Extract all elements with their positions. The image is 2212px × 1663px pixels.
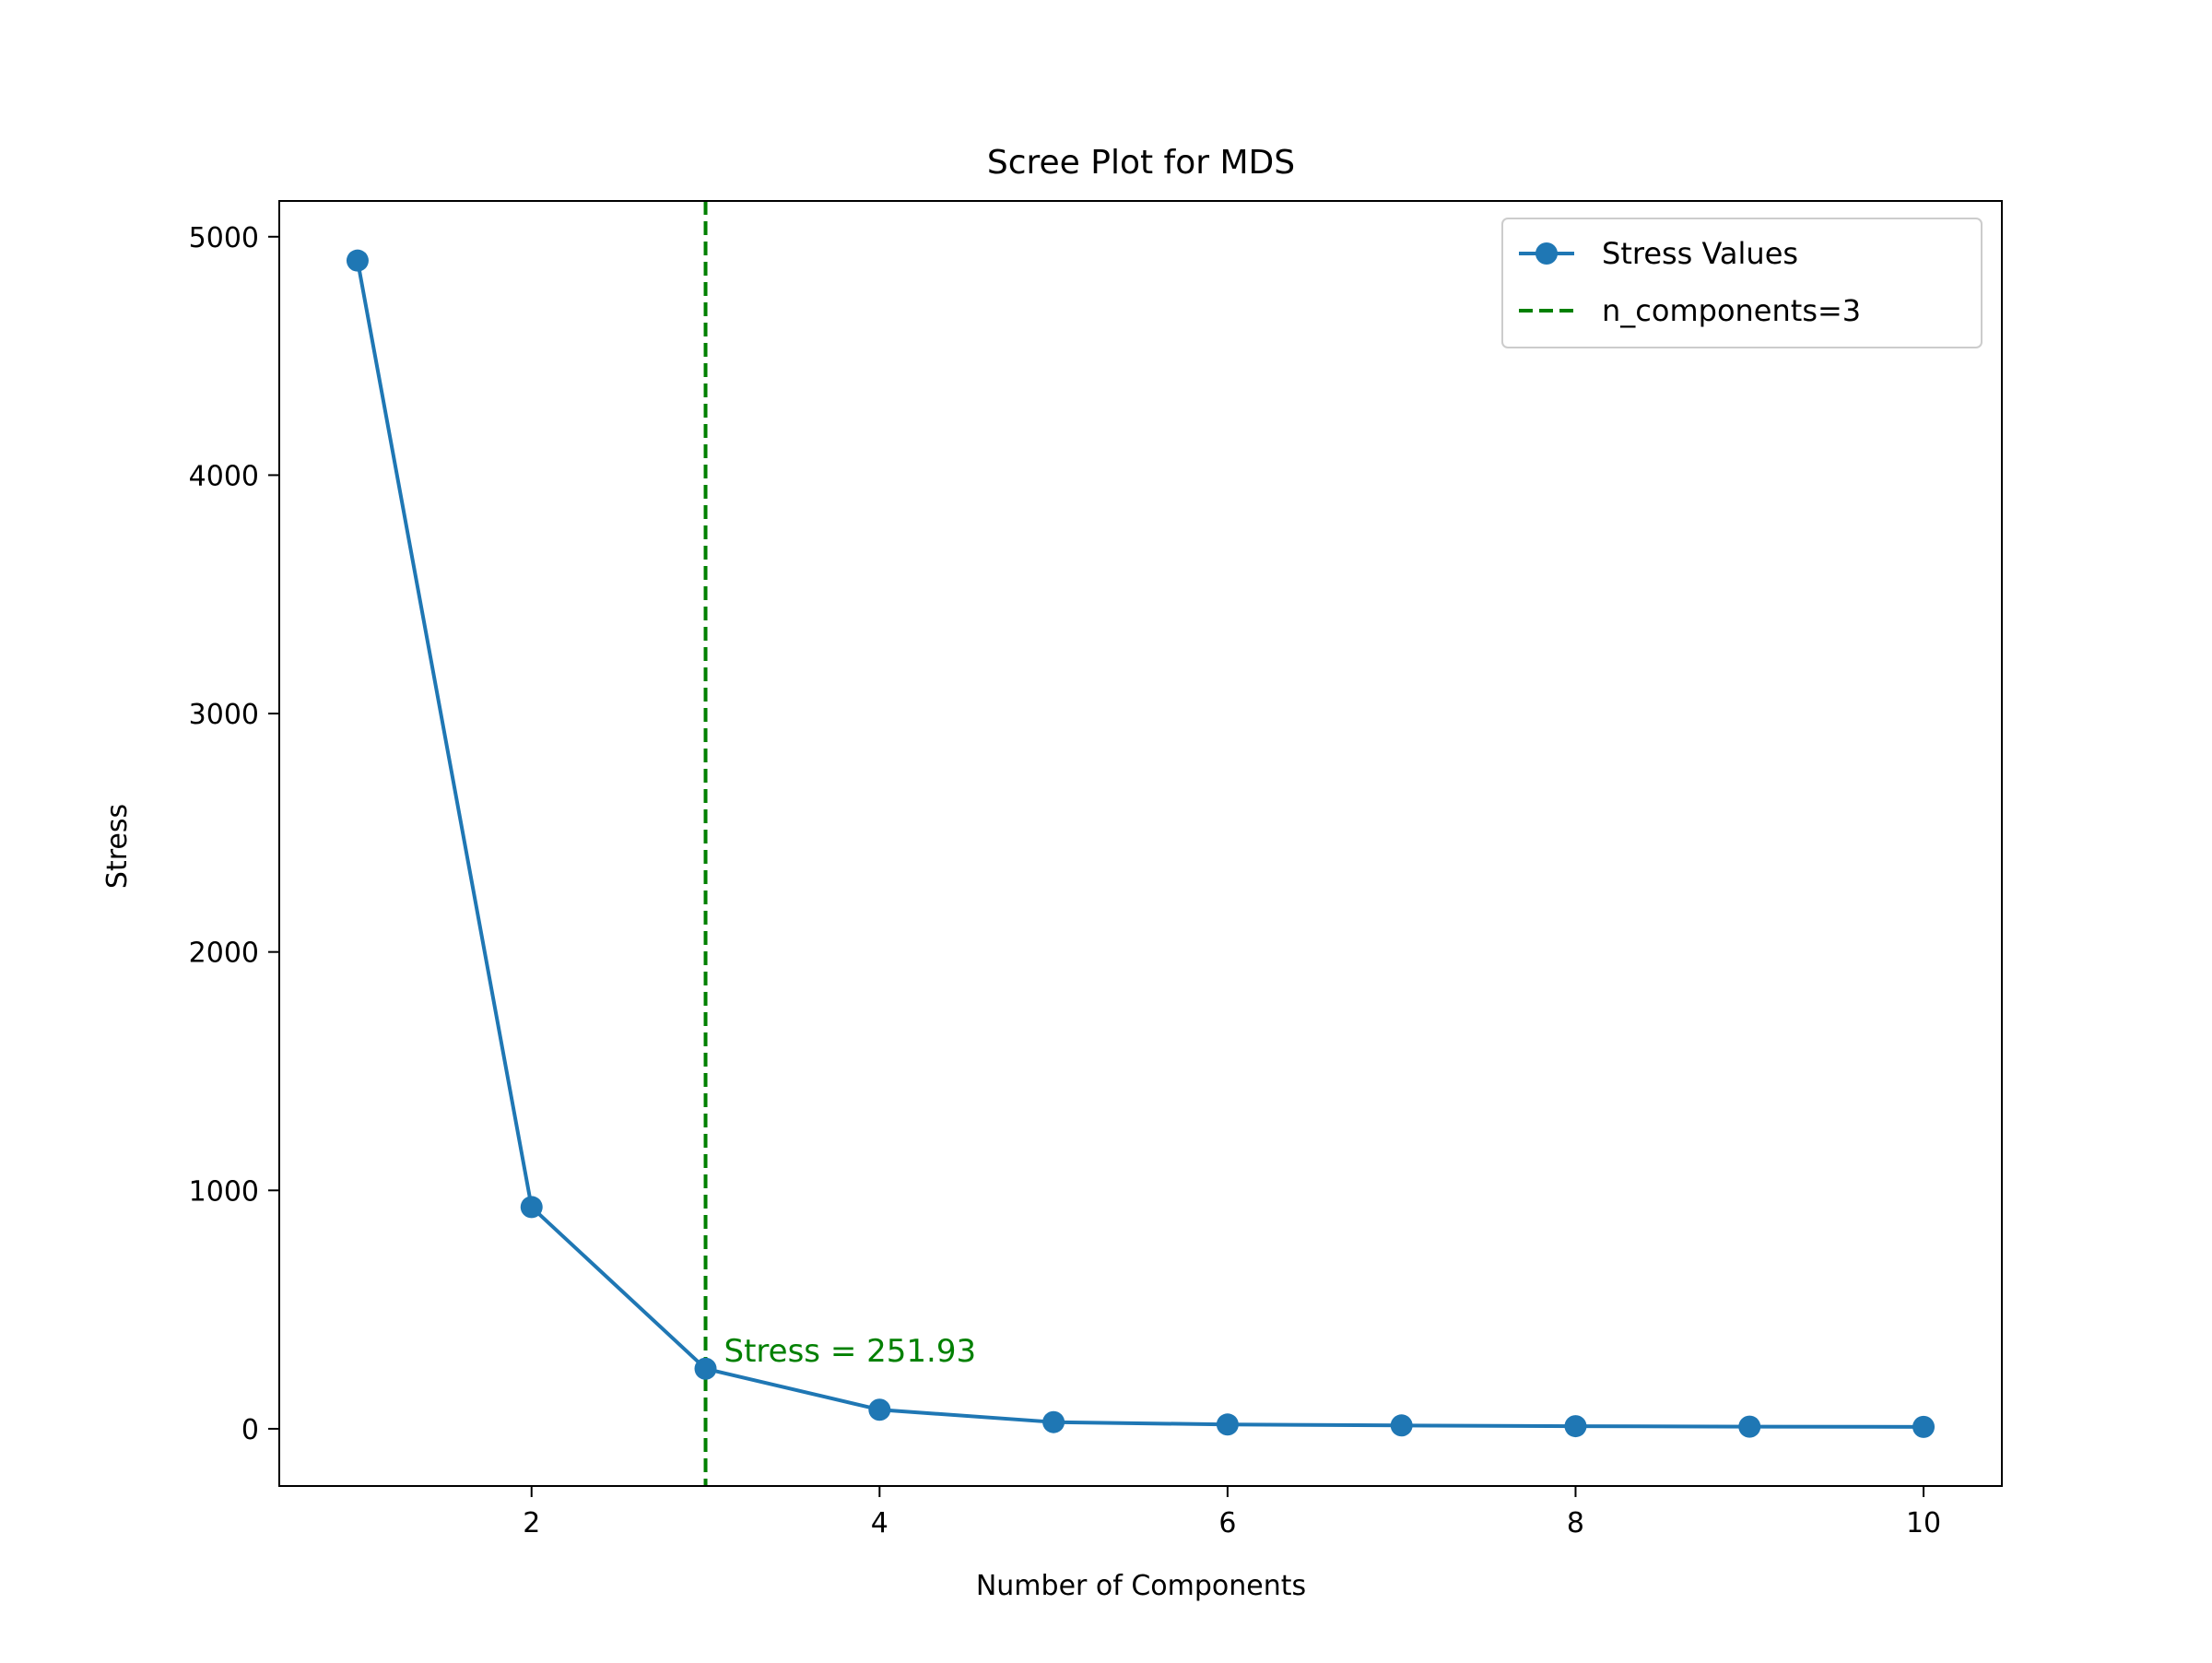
legend-label-n-components: n_components=3 [1602,293,1861,328]
axes-frame [278,200,2003,1487]
data-point [346,249,369,272]
y-tick-label: 0 [241,1414,259,1446]
y-axis-label: Stress [101,804,134,889]
x-tick-label: 2 [523,1507,540,1539]
legend: Stress Values n_components=3 [1501,218,1983,348]
plot-area: 2 4 6 8 10 0 1000 2000 3000 4000 5000 Stress = 251.… [189,200,2003,1539]
legend-label-stress-values: Stress Values [1602,236,1798,271]
y-tick-label: 3000 [189,699,259,731]
y-tick-label: 5000 [189,222,259,254]
legend-marker-stress-values [1535,242,1558,265]
y-tick-label: 1000 [189,1175,259,1208]
data-point [1912,1415,1936,1438]
x-axis-label: Number of Components [976,1570,1306,1602]
y-tick-label: 4000 [189,460,259,492]
data-point [520,1196,543,1219]
data-point [1042,1410,1065,1433]
legend-frame [1501,218,1983,348]
data-point [1738,1415,1761,1438]
data-point [1390,1414,1413,1437]
stress-values-line [355,260,1924,1429]
chart-title: Scree Plot for MDS [987,144,1295,182]
data-point [868,1398,891,1421]
data-point [1564,1415,1587,1438]
x-tick-label: 8 [1567,1507,1584,1539]
x-tick-label: 4 [871,1507,888,1539]
data-point [1216,1413,1239,1436]
stress-annotation: Stress = 251.93 [724,1333,977,1370]
x-tick-label: 6 [1218,1507,1236,1539]
data-point [694,1357,717,1380]
x-tick-label: 10 [1906,1507,1941,1539]
y-tick-label: 2000 [189,938,259,970]
